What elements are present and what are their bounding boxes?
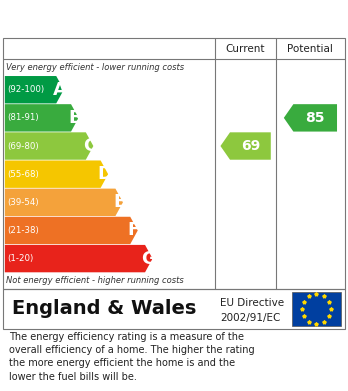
Text: D: D <box>97 165 112 183</box>
Text: Current: Current <box>226 44 266 54</box>
Text: Potential: Potential <box>287 44 333 54</box>
Polygon shape <box>5 132 93 160</box>
Text: (1-20): (1-20) <box>7 254 33 263</box>
Polygon shape <box>220 132 271 160</box>
Text: (39-54): (39-54) <box>7 198 39 207</box>
Text: EU Directive: EU Directive <box>220 298 284 308</box>
Text: F: F <box>128 221 140 239</box>
Text: Not energy efficient - higher running costs: Not energy efficient - higher running co… <box>6 276 184 285</box>
Text: C: C <box>83 137 96 155</box>
Polygon shape <box>5 104 79 131</box>
Polygon shape <box>5 160 108 188</box>
Text: A: A <box>53 81 67 99</box>
Text: Very energy efficient - lower running costs: Very energy efficient - lower running co… <box>6 63 184 72</box>
Text: (81-91): (81-91) <box>7 113 39 122</box>
Text: 69: 69 <box>241 139 260 153</box>
Text: The energy efficiency rating is a measure of the
overall efficiency of a home. T: The energy efficiency rating is a measur… <box>9 332 254 382</box>
Polygon shape <box>284 104 337 131</box>
Polygon shape <box>5 245 152 272</box>
Text: Energy Efficiency Rating: Energy Efficiency Rating <box>9 10 238 28</box>
Text: B: B <box>68 109 81 127</box>
Text: G: G <box>141 249 156 267</box>
Text: (69-80): (69-80) <box>7 142 39 151</box>
Text: 85: 85 <box>306 111 325 125</box>
Text: (55-68): (55-68) <box>7 170 39 179</box>
Bar <box>292 292 341 326</box>
Text: E: E <box>113 193 125 211</box>
Polygon shape <box>5 217 138 244</box>
Polygon shape <box>5 76 64 104</box>
Text: (92-100): (92-100) <box>7 85 44 94</box>
Text: England & Wales: England & Wales <box>12 300 196 319</box>
Text: (21-38): (21-38) <box>7 226 39 235</box>
Polygon shape <box>5 188 123 216</box>
Text: 2002/91/EC: 2002/91/EC <box>220 313 280 323</box>
